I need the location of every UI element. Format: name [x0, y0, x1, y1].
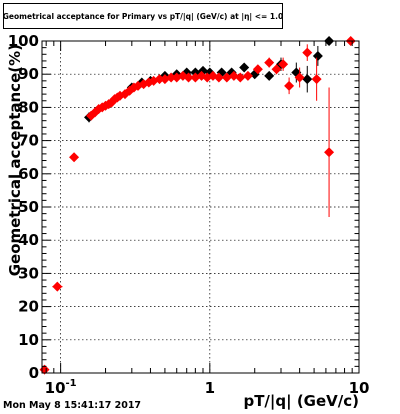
- chart-title-box: Geometrical acceptance for Primary vs pT…: [3, 3, 283, 29]
- y-axis-title: Geometrical acceptance(%): [6, 44, 24, 276]
- data-point-red: [154, 74, 165, 85]
- data-point-red: [324, 147, 335, 158]
- chart-title: Geometrical acceptance for Primary vs pT…: [2, 11, 284, 21]
- data-layer: [39, 36, 356, 375]
- x-tick-label: 10: [349, 379, 370, 397]
- data-point-red: [235, 72, 246, 83]
- x-tick-label: 1: [205, 379, 215, 397]
- y-tick-label: 50: [18, 198, 39, 216]
- x-tick-label: 10-1: [45, 378, 77, 397]
- y-tick-label: 70: [18, 132, 39, 150]
- data-point-red: [294, 72, 305, 83]
- x-axis-title: pT/|q| (GeV/c): [243, 392, 359, 411]
- data-point-red: [284, 80, 295, 91]
- y-tick-label: 0: [29, 364, 39, 382]
- timestamp: Mon May 8 15:41:17 2017: [3, 400, 142, 411]
- data-point-black: [264, 70, 275, 81]
- grid-lines: [42, 41, 359, 373]
- data-point-red: [183, 72, 194, 83]
- y-tick-label: 10: [18, 331, 39, 349]
- data-point-black: [312, 50, 323, 61]
- y-tick-label: 30: [18, 264, 39, 282]
- axis-ticks: [42, 40, 360, 374]
- data-point-red: [252, 64, 263, 75]
- data-point-red: [302, 47, 313, 58]
- data-point-red: [242, 70, 253, 81]
- y-tick-label: 40: [18, 231, 39, 249]
- data-point-red: [69, 152, 80, 163]
- tick-labels: 0 10 20 30 40 50 60 70 80 90 100 10-1 1 10: [8, 32, 370, 397]
- data-point-red: [52, 281, 63, 292]
- data-point-black: [302, 74, 313, 85]
- y-tick-label: 90: [18, 65, 39, 83]
- y-tick-label: 20: [18, 298, 39, 316]
- y-tick-label: 60: [18, 165, 39, 183]
- data-point-red: [264, 57, 275, 68]
- y-tick-label: 100: [8, 32, 39, 50]
- y-tick-label: 80: [18, 98, 39, 116]
- data-point-red: [213, 72, 224, 83]
- data-point-black: [239, 62, 250, 73]
- data-point-red: [311, 74, 322, 85]
- data-point-red: [166, 72, 177, 83]
- data-point-red: [278, 59, 289, 70]
- data-point-red: [271, 64, 282, 75]
- data-point-red: [221, 72, 232, 83]
